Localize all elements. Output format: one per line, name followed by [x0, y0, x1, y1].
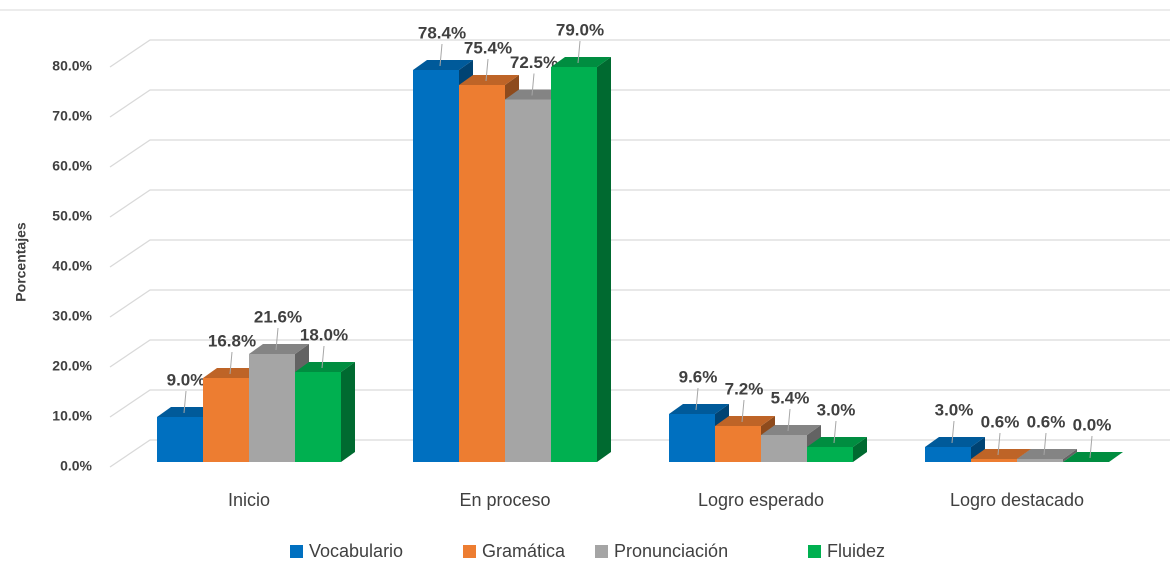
bar-top: [669, 404, 729, 414]
bar: [761, 435, 807, 462]
y-tick-label: 60.0%: [52, 158, 92, 174]
bar-top: [157, 407, 217, 417]
x-tick-label: Logro destacado: [950, 490, 1084, 510]
data-label: 9.6%: [679, 367, 718, 386]
y-tick-label: 80.0%: [52, 58, 92, 74]
y-tick-label: 10.0%: [52, 408, 92, 424]
bar: [1017, 459, 1063, 462]
bar-top: [295, 362, 355, 372]
grid-line: [109, 239, 1170, 268]
leader-line: [833, 420, 837, 444]
grid-line: [109, 339, 1170, 368]
y-tick-label: 30.0%: [52, 308, 92, 324]
bar-side: [853, 437, 867, 462]
bar-top: [1017, 449, 1077, 459]
bar: [807, 447, 853, 462]
grid-line: [109, 189, 1170, 218]
bar-top: [505, 89, 565, 100]
leader-line: [439, 43, 443, 67]
legend-swatch: [808, 545, 821, 558]
data-label: 16.8%: [208, 331, 256, 350]
leader-line: [183, 390, 187, 414]
leader-line: [1089, 435, 1093, 459]
leader-line: [951, 420, 955, 444]
data-label: 75.4%: [464, 38, 512, 57]
bar: [413, 70, 459, 462]
bar-top: [925, 437, 985, 447]
x-tick-label: Inicio: [228, 490, 270, 510]
bar-top: [807, 437, 867, 447]
bar: [249, 354, 295, 462]
bar-top: [971, 449, 1031, 459]
bar: [203, 378, 249, 462]
data-label: 0.6%: [981, 412, 1020, 431]
bar: [157, 417, 203, 462]
data-label: 3.0%: [817, 400, 856, 419]
bar-top: [459, 75, 519, 85]
data-label: 18.0%: [300, 325, 348, 344]
bar-top: [761, 425, 821, 435]
data-label: 72.5%: [510, 53, 558, 72]
grid-line: [109, 389, 1170, 418]
bar-side: [341, 362, 355, 462]
legend-label: Vocabulario: [309, 541, 403, 561]
data-label: 78.4%: [418, 23, 466, 42]
leader-line: [787, 408, 791, 432]
legend-label: Gramática: [482, 541, 566, 561]
data-label: 21.6%: [254, 307, 302, 326]
legend-label: Fluidez: [827, 541, 885, 561]
data-label: 0.6%: [1027, 412, 1066, 431]
bar-side: [971, 437, 985, 462]
y-tick-label: 50.0%: [52, 208, 92, 224]
bar-top: [551, 57, 611, 67]
data-label: 0.0%: [1073, 415, 1112, 434]
leader-line: [695, 387, 699, 411]
y-tick-label: 40.0%: [52, 258, 92, 274]
y-tick-label: 20.0%: [52, 358, 92, 374]
data-label: 79.0%: [556, 20, 604, 39]
bar: [295, 372, 341, 462]
legend-swatch: [290, 545, 303, 558]
bar: [669, 414, 715, 462]
legend-swatch: [595, 545, 608, 558]
data-label: 9.0%: [167, 370, 206, 389]
data-label: 7.2%: [725, 379, 764, 398]
legend-label: Pronunciación: [614, 541, 728, 561]
leader-line: [997, 432, 1001, 456]
bar: [459, 85, 505, 462]
leader-line: [321, 345, 325, 369]
data-label: 5.4%: [771, 388, 810, 407]
legend-swatch: [463, 545, 476, 558]
y-tick-label: 0.0%: [60, 458, 92, 474]
bar: [551, 67, 597, 462]
grid-line: [109, 89, 1170, 118]
bar-side: [597, 57, 611, 462]
bar: [715, 426, 761, 462]
bar-top: [249, 344, 309, 354]
bar: [925, 447, 971, 462]
grid-line: [109, 289, 1170, 318]
bar-top: [413, 60, 473, 70]
leader-line: [741, 399, 745, 423]
grid-line: [109, 139, 1170, 168]
x-tick-label: Logro esperado: [698, 490, 824, 510]
y-axis-title: Porcentajes: [13, 222, 29, 302]
bar: [971, 459, 1017, 462]
leader-line: [229, 351, 233, 375]
bar-top: [715, 416, 775, 426]
leader-line: [485, 58, 489, 82]
grid-line: [109, 39, 1170, 68]
bar-side: [1063, 449, 1077, 462]
bar: [505, 99, 551, 462]
bar-top: [1063, 452, 1123, 462]
bar-top: [203, 368, 263, 378]
leader-line: [1043, 432, 1047, 456]
leader-line: [531, 73, 535, 96]
data-label: 3.0%: [935, 400, 974, 419]
leader-line: [275, 327, 279, 351]
y-tick-label: 70.0%: [52, 108, 92, 124]
leader-line: [577, 40, 581, 64]
x-tick-label: En proceso: [459, 490, 550, 510]
